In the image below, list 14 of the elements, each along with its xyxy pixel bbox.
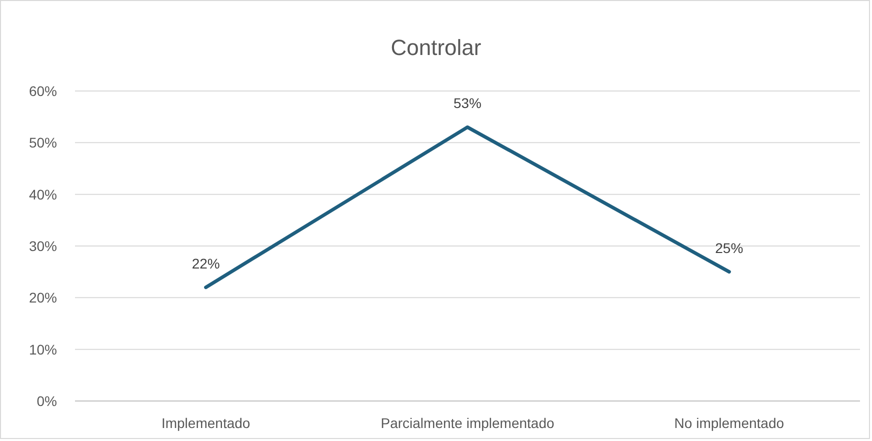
x-tick-label: No implementado	[674, 415, 784, 431]
y-tick-label: 40%	[28, 186, 57, 202]
y-tick-label: 10%	[28, 341, 57, 358]
data-label: 53%	[453, 95, 482, 112]
y-tick-label: 30%	[28, 238, 57, 254]
chart-title: Controlar	[390, 35, 482, 60]
data-label: 22%	[192, 255, 220, 272]
y-tick-label: 20%	[28, 290, 57, 306]
y-tick-label: 50%	[28, 134, 57, 151]
x-tick-label: Implementado	[161, 415, 250, 431]
x-tick-label: Parcialmente implementado	[380, 415, 554, 431]
y-tick-label: 0%	[36, 393, 57, 409]
y-tick-label: 60%	[28, 83, 57, 99]
data-label: 25%	[715, 240, 744, 256]
